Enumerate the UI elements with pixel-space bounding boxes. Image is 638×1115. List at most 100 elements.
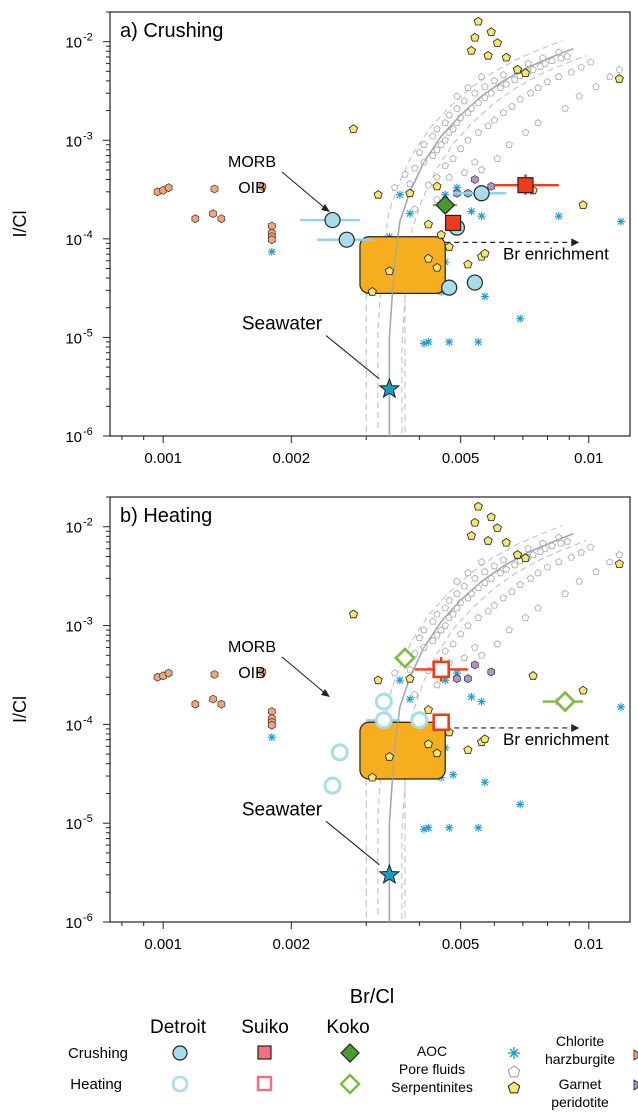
serpentinite-point — [415, 148, 424, 156]
koko-point — [554, 690, 576, 713]
pore-fluid-stroke — [468, 693, 475, 701]
mixing-curve-overlay — [388, 533, 574, 922]
pore-fluid-stroke — [468, 207, 475, 215]
garnet-peridotite-point — [373, 675, 383, 685]
x-tick-label: 0.01 — [574, 450, 603, 467]
garnet-peridotite-point — [432, 748, 442, 758]
garnet-peridotite-point — [436, 230, 446, 239]
pore-fluid-point — [395, 190, 404, 199]
koko-point — [435, 195, 456, 215]
garnet-peridotite-point — [463, 259, 473, 269]
serpentinite-point — [484, 122, 492, 129]
pore-fluid-point — [405, 209, 414, 218]
pore-fluid-point — [616, 702, 625, 711]
morb-oib-box — [359, 236, 446, 294]
serpentinite-point — [449, 154, 457, 162]
garnet-peridotite-point — [466, 531, 476, 540]
serpentinite-point — [420, 140, 428, 148]
legend-detroit-crushing-marker — [172, 1045, 188, 1061]
morb-pointer-line — [281, 656, 327, 695]
chlorite-harzburgite-point — [164, 183, 173, 193]
garnet-peridotite-point — [473, 16, 483, 26]
x-tick-label: 0.002 — [273, 450, 311, 467]
legend-col-koko: Koko — [326, 1017, 369, 1038]
y-tick-exponent: -5 — [83, 813, 93, 825]
garnet-peridotite-point — [470, 517, 480, 527]
panel-heating: MORB OIB Seawater Br enrichment b) Heating I/… — [10, 496, 631, 953]
suiko-point — [432, 660, 450, 679]
garnet-peridotite-point — [405, 673, 415, 683]
serpentinite-point — [534, 569, 542, 577]
serpentinite-point — [441, 119, 449, 126]
pore-fluid-stroke — [481, 293, 489, 300]
detroit-point — [324, 211, 341, 229]
garnet-peridotite-point — [423, 253, 433, 263]
serpentinite-point — [499, 594, 508, 602]
pore-fluid-point — [449, 770, 458, 779]
garnet-peridotite-point — [373, 190, 383, 199]
serpentinite-point — [424, 181, 433, 189]
garnet-peridotite-point — [520, 553, 530, 563]
detroit-point — [323, 776, 342, 795]
morb-pointer-arrowhead — [321, 689, 330, 697]
serpentinite-point — [586, 58, 595, 66]
legend-suiko-heating-marker — [256, 1075, 273, 1092]
y-tick-exponent: -3 — [83, 616, 93, 628]
pore-fluid-point — [516, 314, 525, 323]
legend-pore-fluids-label: Pore fluids — [399, 1061, 465, 1077]
serpentinite-point — [456, 598, 465, 606]
garnet-peridotite-point — [483, 536, 493, 545]
serpentinite-point — [474, 98, 482, 106]
garnet-peridotite-point — [432, 262, 442, 272]
plot-body — [153, 501, 625, 922]
serpentinite-point — [453, 104, 461, 112]
chlorite-harzburgite-point — [258, 181, 267, 191]
serpentinite-point — [548, 56, 556, 64]
serpentinite-point — [490, 601, 499, 609]
mixing-curve-bound — [377, 525, 563, 915]
serpentinite-point — [464, 569, 472, 577]
serpentinite-point — [474, 613, 482, 621]
garnet-peridotite-point — [348, 124, 359, 133]
y-tick-label: 10 — [65, 330, 82, 347]
y-tick-label: 10 — [65, 35, 82, 52]
serpentinite-point — [499, 556, 508, 564]
serpentinite-point — [511, 75, 519, 83]
pore-fluid-point — [477, 697, 486, 706]
serpentinite-point — [575, 92, 583, 100]
serpentinite-point — [453, 589, 461, 597]
chlorite-harzburgite-point — [210, 670, 219, 679]
morb-pointer-arrowhead — [321, 204, 330, 212]
pore-fluid-stroke — [449, 771, 457, 779]
serpentinite-point — [521, 128, 530, 136]
serpentinite-point — [493, 640, 502, 648]
serpentinite-point — [433, 145, 441, 153]
serpentinite-point — [499, 71, 508, 79]
serpentinite-point — [401, 170, 409, 178]
detroit-point — [330, 743, 349, 762]
serpentinite-point — [541, 544, 549, 552]
serpentinite-point — [411, 164, 419, 172]
morb-label: MORB — [228, 154, 276, 171]
serpentinite-point — [511, 561, 519, 569]
other-point — [487, 181, 496, 191]
panel-label: b) Heating — [120, 505, 212, 527]
serpentinite-point — [449, 125, 457, 133]
serpentinite-point — [481, 82, 489, 90]
mixing-curve-bound — [377, 40, 563, 429]
serpentinite-point — [586, 543, 595, 551]
chlorite-harzburgite-point — [217, 699, 226, 709]
pore-fluid-stroke — [516, 800, 524, 808]
serpentinite-point — [534, 604, 542, 612]
serpentinite-point — [464, 136, 472, 144]
detroit-point — [441, 279, 458, 296]
serpentinite-point — [471, 89, 479, 97]
koko-point — [394, 647, 416, 669]
chlorite-harzburgite-point — [191, 214, 200, 224]
pore-fluid-stroke — [453, 669, 461, 677]
detroit-point — [338, 231, 355, 248]
garnet-peridotite-point — [480, 248, 490, 258]
pore-fluid-stroke — [453, 184, 461, 192]
x-tick-label: 0.002 — [273, 936, 311, 953]
br-enrichment-label: Br enrichment — [503, 730, 609, 749]
